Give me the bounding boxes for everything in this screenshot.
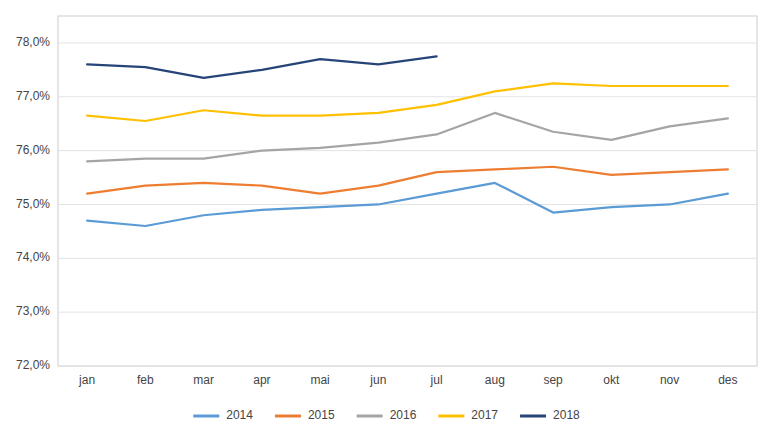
x-tick-label: mar	[193, 373, 214, 387]
legend-label: 2014	[226, 408, 253, 422]
series-line	[87, 167, 728, 194]
x-tick-label: jun	[369, 373, 386, 387]
grid-line	[58, 312, 757, 313]
x-tick-label: apr	[253, 373, 270, 387]
y-tick-label: 72,0%	[16, 358, 50, 372]
legend-label: 2017	[471, 408, 498, 422]
y-tick-label: 76,0%	[16, 143, 50, 157]
lines	[87, 56, 728, 226]
x-tick-label: sep	[543, 373, 563, 387]
x-axis: jan feb mar apr mai jun jul aug sep okt nov des	[78, 373, 737, 387]
y-tick-label: 77,0%	[16, 89, 50, 103]
legend-label: 2015	[308, 408, 335, 422]
series-line	[87, 56, 437, 78]
legend-item: 2016	[357, 408, 417, 422]
legend-handle	[357, 415, 383, 418]
chart: 72,0% 73,0% 74,0% 75,0% 76,0% 77,0% 78,0% jan fe…	[0, 0, 773, 438]
legend-item: 2015	[275, 408, 335, 422]
x-tick-label: jan	[78, 373, 95, 387]
series-line	[87, 113, 728, 161]
legend-handle	[438, 415, 464, 418]
y-tick-label: 78,0%	[16, 35, 50, 49]
y-tick-label: 74,0%	[16, 250, 50, 264]
y-tick-label: 73,0%	[16, 304, 50, 318]
legend-handle	[275, 415, 301, 418]
legend-handle	[520, 415, 546, 418]
x-tick-label: mai	[310, 373, 329, 387]
x-tick-label: des	[718, 373, 737, 387]
legend: 2014 2015 2016 2017 2018	[193, 408, 580, 422]
x-tick-label: aug	[485, 373, 505, 387]
legend-handle	[193, 415, 219, 418]
x-tick-label: feb	[137, 373, 154, 387]
legend-item: 2018	[520, 408, 580, 422]
legend-label: 2016	[390, 408, 417, 422]
grid-line	[58, 42, 757, 43]
legend-label: 2018	[553, 408, 580, 422]
grid-line	[58, 96, 757, 97]
legend-item: 2014	[193, 408, 253, 422]
series-line	[87, 83, 728, 121]
x-tick-label: okt	[603, 373, 620, 387]
plot-frame	[58, 16, 757, 366]
y-axis: 72,0% 73,0% 74,0% 75,0% 76,0% 77,0% 78,0%	[16, 35, 757, 372]
x-tick-label: nov	[660, 373, 679, 387]
grid-line	[58, 150, 757, 151]
grid-line	[58, 258, 757, 259]
y-tick-label: 75,0%	[16, 197, 50, 211]
grid-line	[58, 366, 757, 367]
x-tick-label: jul	[430, 373, 443, 387]
series-line	[87, 183, 728, 226]
legend-item: 2017	[438, 408, 498, 422]
